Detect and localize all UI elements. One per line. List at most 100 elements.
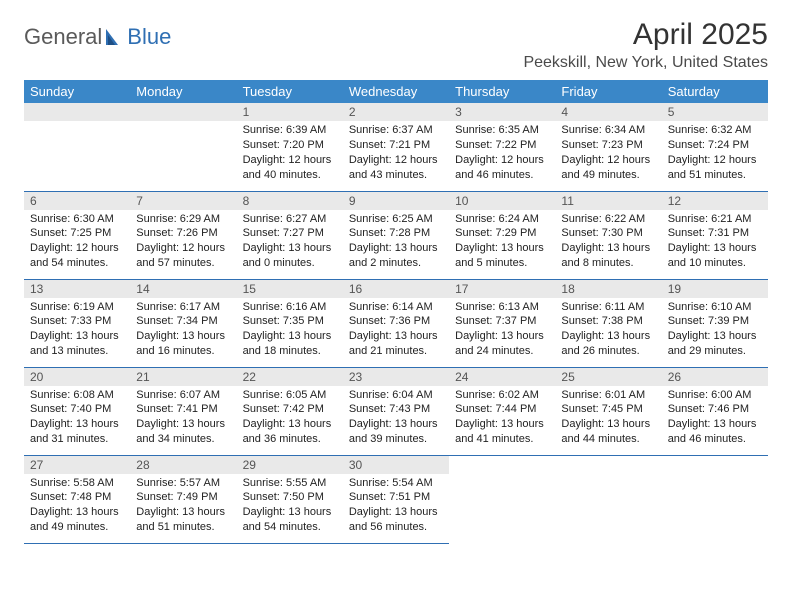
day-number	[130, 103, 236, 121]
sunrise-text: Sunrise: 5:58 AM	[30, 476, 124, 491]
daylight-text: Daylight: 13 hours and 44 minutes.	[561, 417, 655, 447]
calendar-week: 27Sunrise: 5:58 AMSunset: 7:48 PMDayligh…	[24, 455, 768, 543]
calendar-day: 1Sunrise: 6:39 AMSunset: 7:20 PMDaylight…	[237, 103, 343, 191]
daylight-text: Daylight: 13 hours and 54 minutes.	[243, 505, 337, 535]
sunrise-text: Sunrise: 5:57 AM	[136, 476, 230, 491]
daylight-text: Daylight: 13 hours and 34 minutes.	[136, 417, 230, 447]
sunset-text: Sunset: 7:43 PM	[349, 402, 443, 417]
day-number: 12	[662, 192, 768, 210]
sunrise-text: Sunrise: 6:37 AM	[349, 123, 443, 138]
daylight-text: Daylight: 13 hours and 51 minutes.	[136, 505, 230, 535]
sunset-text: Sunset: 7:21 PM	[349, 138, 443, 153]
sunrise-text: Sunrise: 6:07 AM	[136, 388, 230, 403]
day-details: Sunrise: 6:27 AMSunset: 7:27 PMDaylight:…	[237, 210, 343, 275]
sunrise-text: Sunrise: 6:34 AM	[561, 123, 655, 138]
day-number: 13	[24, 280, 130, 298]
sunrise-text: Sunrise: 6:30 AM	[30, 212, 124, 227]
sunrise-text: Sunrise: 6:25 AM	[349, 212, 443, 227]
sunset-text: Sunset: 7:23 PM	[561, 138, 655, 153]
daylight-text: Daylight: 13 hours and 31 minutes.	[30, 417, 124, 447]
brand-word-2: Blue	[127, 24, 171, 50]
day-details: Sunrise: 5:54 AMSunset: 7:51 PMDaylight:…	[343, 474, 449, 539]
day-number: 16	[343, 280, 449, 298]
sunset-text: Sunset: 7:34 PM	[136, 314, 230, 329]
page-header: General Blue April 2025 Peekskill, New Y…	[24, 18, 768, 72]
calendar-week: 13Sunrise: 6:19 AMSunset: 7:33 PMDayligh…	[24, 279, 768, 367]
day-details: Sunrise: 6:13 AMSunset: 7:37 PMDaylight:…	[449, 298, 555, 363]
calendar-day: 5Sunrise: 6:32 AMSunset: 7:24 PMDaylight…	[662, 103, 768, 191]
sail-icon	[104, 27, 126, 47]
sunrise-text: Sunrise: 6:11 AM	[561, 300, 655, 315]
sunrise-text: Sunrise: 6:32 AM	[668, 123, 762, 138]
sunset-text: Sunset: 7:28 PM	[349, 226, 443, 241]
daylight-text: Daylight: 12 hours and 46 minutes.	[455, 153, 549, 183]
calendar-day: 14Sunrise: 6:17 AMSunset: 7:34 PMDayligh…	[130, 279, 236, 367]
sunrise-text: Sunrise: 5:54 AM	[349, 476, 443, 491]
calendar-day: 18Sunrise: 6:11 AMSunset: 7:38 PMDayligh…	[555, 279, 661, 367]
day-number: 7	[130, 192, 236, 210]
day-details: Sunrise: 6:16 AMSunset: 7:35 PMDaylight:…	[237, 298, 343, 363]
sunrise-text: Sunrise: 6:14 AM	[349, 300, 443, 315]
sunset-text: Sunset: 7:39 PM	[668, 314, 762, 329]
calendar-day: 16Sunrise: 6:14 AMSunset: 7:36 PMDayligh…	[343, 279, 449, 367]
daylight-text: Daylight: 13 hours and 49 minutes.	[30, 505, 124, 535]
day-details: Sunrise: 5:55 AMSunset: 7:50 PMDaylight:…	[237, 474, 343, 539]
day-details: Sunrise: 6:35 AMSunset: 7:22 PMDaylight:…	[449, 121, 555, 186]
sunset-text: Sunset: 7:50 PM	[243, 490, 337, 505]
calendar-day: 28Sunrise: 5:57 AMSunset: 7:49 PMDayligh…	[130, 455, 236, 543]
sunset-text: Sunset: 7:37 PM	[455, 314, 549, 329]
sunset-text: Sunset: 7:36 PM	[349, 314, 443, 329]
daylight-text: Daylight: 12 hours and 43 minutes.	[349, 153, 443, 183]
day-details: Sunrise: 6:22 AMSunset: 7:30 PMDaylight:…	[555, 210, 661, 275]
daylight-text: Daylight: 13 hours and 13 minutes.	[30, 329, 124, 359]
day-number: 30	[343, 456, 449, 474]
daylight-text: Daylight: 13 hours and 0 minutes.	[243, 241, 337, 271]
sunset-text: Sunset: 7:51 PM	[349, 490, 443, 505]
sunset-text: Sunset: 7:49 PM	[136, 490, 230, 505]
day-number: 14	[130, 280, 236, 298]
day-number: 10	[449, 192, 555, 210]
sunset-text: Sunset: 7:44 PM	[455, 402, 549, 417]
day-number: 11	[555, 192, 661, 210]
day-details: Sunrise: 5:58 AMSunset: 7:48 PMDaylight:…	[24, 474, 130, 539]
sunset-text: Sunset: 7:20 PM	[243, 138, 337, 153]
day-details: Sunrise: 6:17 AMSunset: 7:34 PMDaylight:…	[130, 298, 236, 363]
sunset-text: Sunset: 7:30 PM	[561, 226, 655, 241]
calendar-day: 24Sunrise: 6:02 AMSunset: 7:44 PMDayligh…	[449, 367, 555, 455]
day-number	[449, 456, 555, 474]
calendar-day: 20Sunrise: 6:08 AMSunset: 7:40 PMDayligh…	[24, 367, 130, 455]
daylight-text: Daylight: 13 hours and 21 minutes.	[349, 329, 443, 359]
sunset-text: Sunset: 7:26 PM	[136, 226, 230, 241]
day-number: 26	[662, 368, 768, 386]
weekday-header: Saturday	[662, 80, 768, 103]
calendar-day: 13Sunrise: 6:19 AMSunset: 7:33 PMDayligh…	[24, 279, 130, 367]
daylight-text: Daylight: 12 hours and 57 minutes.	[136, 241, 230, 271]
calendar-day: 26Sunrise: 6:00 AMSunset: 7:46 PMDayligh…	[662, 367, 768, 455]
day-number: 9	[343, 192, 449, 210]
calendar-day: 6Sunrise: 6:30 AMSunset: 7:25 PMDaylight…	[24, 191, 130, 279]
weekday-header: Thursday	[449, 80, 555, 103]
daylight-text: Daylight: 13 hours and 29 minutes.	[668, 329, 762, 359]
location-text: Peekskill, New York, United States	[523, 54, 768, 72]
calendar-day: 11Sunrise: 6:22 AMSunset: 7:30 PMDayligh…	[555, 191, 661, 279]
day-number: 29	[237, 456, 343, 474]
day-number: 19	[662, 280, 768, 298]
day-number: 27	[24, 456, 130, 474]
day-number: 5	[662, 103, 768, 121]
calendar-day-empty	[24, 103, 130, 191]
day-number: 1	[237, 103, 343, 121]
sunrise-text: Sunrise: 6:02 AM	[455, 388, 549, 403]
calendar-day-empty	[662, 455, 768, 543]
calendar-day: 17Sunrise: 6:13 AMSunset: 7:37 PMDayligh…	[449, 279, 555, 367]
calendar-day: 12Sunrise: 6:21 AMSunset: 7:31 PMDayligh…	[662, 191, 768, 279]
calendar-table: SundayMondayTuesdayWednesdayThursdayFrid…	[24, 80, 768, 544]
day-number: 25	[555, 368, 661, 386]
sunrise-text: Sunrise: 6:05 AM	[243, 388, 337, 403]
sunrise-text: Sunrise: 6:00 AM	[668, 388, 762, 403]
sunrise-text: Sunrise: 6:39 AM	[243, 123, 337, 138]
daylight-text: Daylight: 13 hours and 5 minutes.	[455, 241, 549, 271]
sunset-text: Sunset: 7:42 PM	[243, 402, 337, 417]
weekday-header: Wednesday	[343, 80, 449, 103]
day-details: Sunrise: 6:02 AMSunset: 7:44 PMDaylight:…	[449, 386, 555, 451]
day-details: Sunrise: 6:14 AMSunset: 7:36 PMDaylight:…	[343, 298, 449, 363]
